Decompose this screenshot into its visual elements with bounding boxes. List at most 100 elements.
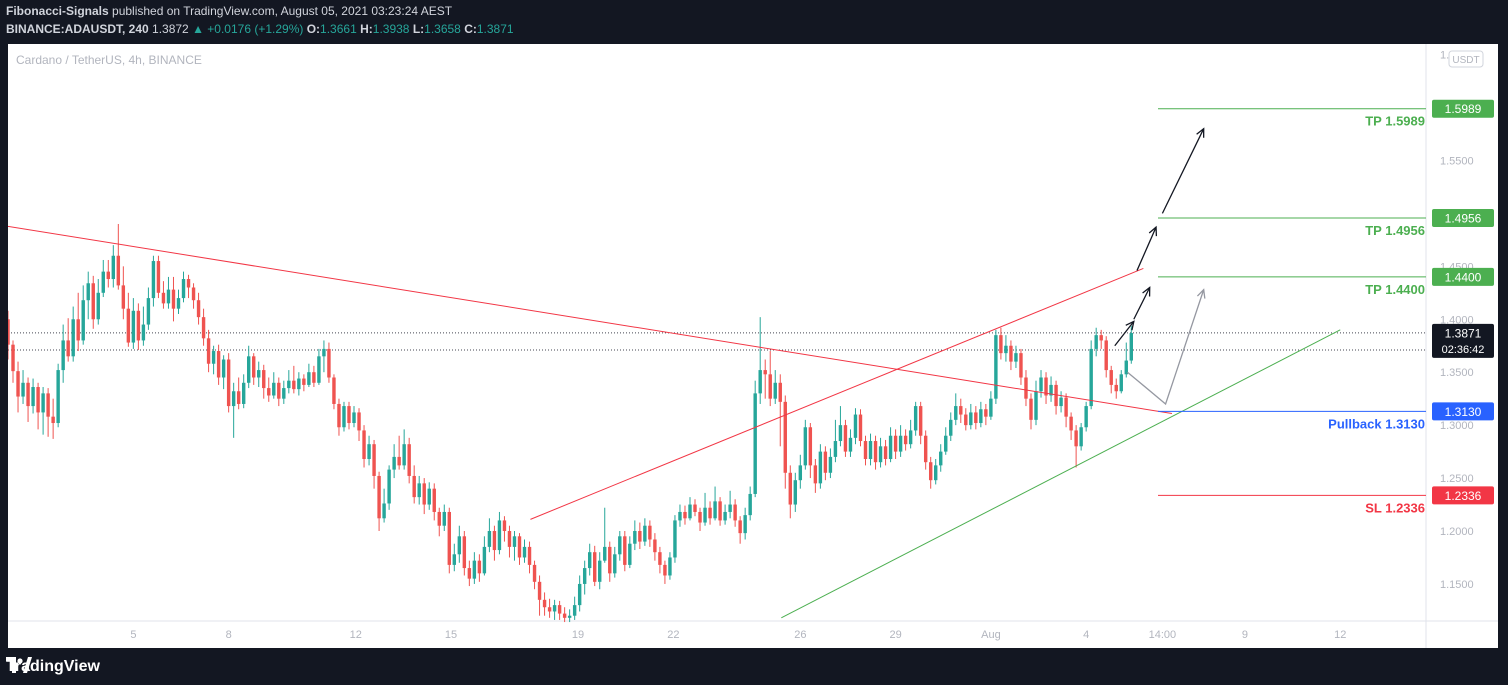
publish-info: Fibonacci-Signals published on TradingVi… xyxy=(6,4,452,18)
candle-body xyxy=(26,382,30,407)
candle-body xyxy=(608,546,612,574)
candle-body xyxy=(698,511,702,523)
candle-body xyxy=(372,444,376,476)
candle-body xyxy=(141,324,146,341)
candle-body xyxy=(1044,377,1048,396)
y-tick-label: 1.3500 xyxy=(1440,367,1474,379)
candle-body xyxy=(76,319,80,341)
candle-body xyxy=(803,427,808,466)
candle-body xyxy=(41,393,45,413)
level-label: TP 1.4400 xyxy=(1365,282,1425,297)
candle-body xyxy=(868,441,873,460)
level-price-value: 1.2336 xyxy=(1445,489,1482,503)
candle-body xyxy=(888,435,893,460)
candle-body xyxy=(397,456,401,466)
candle-body xyxy=(126,308,131,343)
candle-body xyxy=(206,338,211,364)
candle-body xyxy=(969,412,973,426)
candle-body xyxy=(768,374,772,399)
symbol-name: BINANCE:ADAUSDT, 240 xyxy=(6,22,149,36)
arrow-head xyxy=(1196,127,1205,138)
currency-label: USDT xyxy=(1452,55,1479,66)
candle-body xyxy=(437,511,441,526)
candle-body xyxy=(452,554,457,565)
x-tick-label: 15 xyxy=(445,629,457,641)
low-label: L: xyxy=(412,22,425,36)
x-tick-label: 14:00 xyxy=(1149,629,1177,641)
candle-body xyxy=(111,255,116,280)
resistance-trendline xyxy=(8,225,1173,414)
candle-body xyxy=(1089,348,1093,407)
candle-body xyxy=(417,483,421,498)
candle-body xyxy=(678,511,682,521)
candle-body xyxy=(282,388,286,399)
candle-body xyxy=(653,539,657,553)
candle-body xyxy=(257,370,261,378)
x-tick-label: 12 xyxy=(350,629,362,641)
chart-area[interactable]: Cardano / TetherUS, 4h, BINANCE 1.1500 1.2… xyxy=(8,44,1498,648)
candle-body xyxy=(1074,430,1078,447)
candle-body xyxy=(813,465,818,484)
support-trendline xyxy=(781,329,1341,619)
candle-body xyxy=(382,503,386,519)
candle-body xyxy=(1099,335,1103,341)
candle-body xyxy=(81,300,85,341)
candle-body xyxy=(618,536,622,555)
candle-body xyxy=(487,531,492,547)
candle-body xyxy=(567,615,572,618)
y-tick-label: 1.2000 xyxy=(1440,526,1474,538)
candle-body xyxy=(191,287,196,301)
candle-body xyxy=(758,370,762,394)
candle-body xyxy=(703,507,707,523)
candle-body xyxy=(312,372,316,383)
candle-body xyxy=(91,283,95,320)
x-tick-label: 26 xyxy=(794,629,806,641)
candle-body xyxy=(462,536,467,569)
candle-body xyxy=(954,406,958,420)
projection-arrow xyxy=(1136,226,1157,271)
candle-body xyxy=(537,581,542,600)
candle-body xyxy=(593,552,597,582)
x-tick-label: Aug xyxy=(981,629,1001,641)
candle-body xyxy=(8,319,10,345)
tradingview-logo-icon xyxy=(6,657,32,673)
price-chart[interactable]: Cardano / TetherUS, 4h, BINANCE 1.1500 1.2… xyxy=(8,44,1498,648)
candle-body xyxy=(442,511,446,526)
candle-body xyxy=(587,552,592,569)
candle-body xyxy=(613,554,617,574)
projection-arrow xyxy=(1133,287,1151,320)
candle-body xyxy=(322,348,326,357)
candle-body xyxy=(984,409,988,417)
x-tick-label: 22 xyxy=(667,629,679,641)
level-price-value: 1.3130 xyxy=(1445,405,1482,419)
level-label: TP 1.5989 xyxy=(1365,114,1425,129)
projection-arrow xyxy=(1161,128,1205,214)
candle-body xyxy=(728,504,732,512)
candle-body xyxy=(1019,353,1023,378)
candle-body xyxy=(562,613,567,618)
currency-badge xyxy=(1448,50,1484,68)
candle-body xyxy=(788,472,792,505)
candle-body xyxy=(297,378,301,390)
candle-body xyxy=(934,465,938,481)
arrow-head xyxy=(1125,320,1135,331)
candle-body xyxy=(31,387,35,407)
candle-body xyxy=(352,412,356,424)
projection-arrow xyxy=(1127,289,1205,406)
candle-body xyxy=(347,406,351,424)
candle-body xyxy=(1104,340,1108,371)
level-price-badge xyxy=(1432,267,1494,286)
author-name[interactable]: Fibonacci-Signals xyxy=(6,4,109,18)
candle-body xyxy=(171,289,176,309)
candle-body xyxy=(166,289,171,304)
candle-body xyxy=(402,444,406,466)
x-tick-label: 8 xyxy=(226,629,232,641)
candle-body xyxy=(432,488,436,512)
candle-body xyxy=(808,427,813,466)
candle-body xyxy=(502,520,507,532)
candle-body xyxy=(1004,345,1008,354)
candle-body xyxy=(1024,377,1028,399)
candle-body xyxy=(557,605,562,614)
candle-body xyxy=(1059,397,1063,407)
candle-body xyxy=(236,391,241,404)
